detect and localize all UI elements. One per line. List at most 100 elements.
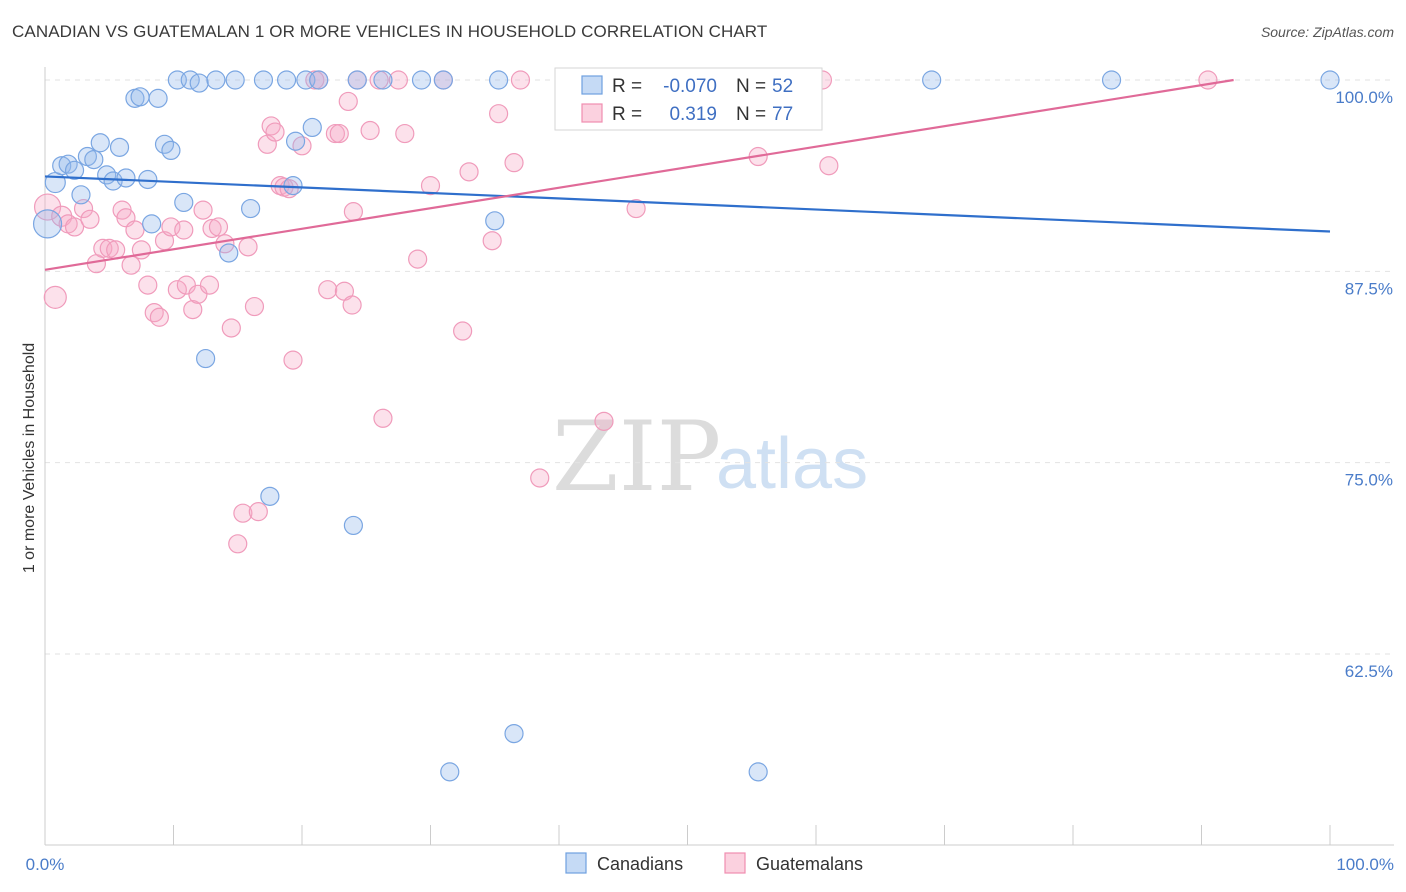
- point-canadian: [283, 176, 303, 196]
- point-guatemalan: [489, 104, 509, 124]
- y-tick-label: 87.5%: [1345, 279, 1393, 298]
- point-guatemalan: [257, 134, 277, 154]
- point-guatemalan: [149, 307, 169, 327]
- point-canadian: [130, 87, 150, 107]
- point-guatemalan: [453, 321, 473, 341]
- point-guatemalan: [208, 217, 229, 237]
- point-canadian: [196, 348, 216, 369]
- point-guatemalan: [99, 238, 119, 258]
- point-canadian: [148, 88, 168, 108]
- axes: [44, 67, 1394, 846]
- point-guatemalan: [125, 220, 145, 240]
- point-canadian: [116, 168, 136, 188]
- bottom-legend-label-guatemalans: Guatemalans: [756, 854, 863, 874]
- point-guatemalan: [106, 240, 126, 260]
- point-canadian: [219, 243, 239, 263]
- trend-line-guatemalans: [44, 78, 1234, 271]
- point-guatemalan: [342, 295, 362, 315]
- point-guatemalan: [395, 123, 415, 144]
- legend-n-value-canadians: 52: [772, 76, 793, 97]
- legend-n-label-guatemalans: N =: [736, 104, 766, 125]
- chart-title: CANADIAN VS GUATEMALAN 1 OR MORE VEHICLE…: [12, 22, 768, 41]
- watermark-zip: ZIP: [552, 401, 721, 513]
- legend-n-label-canadians: N =: [736, 76, 766, 97]
- point-canadian: [489, 70, 509, 90]
- x-tick-label-min: 0.0%: [26, 855, 65, 874]
- point-guatemalan: [265, 122, 285, 142]
- point-guatemalan: [482, 231, 502, 251]
- point-guatemalan: [121, 255, 141, 275]
- series-legend: Canadians Guatemalans: [565, 852, 863, 874]
- point-canadian: [1320, 70, 1340, 90]
- point-canadian: [309, 70, 329, 90]
- point-canadian: [241, 198, 261, 219]
- point-guatemalan: [594, 411, 614, 431]
- point-canadian: [343, 515, 363, 536]
- point-canadian: [276, 70, 297, 90]
- point-canadian: [922, 70, 942, 90]
- point-guatemalan: [388, 70, 408, 90]
- point-canadian: [253, 70, 274, 90]
- point-guatemalan: [64, 217, 85, 237]
- trend-line-canadians: [44, 175, 1331, 233]
- point-canadian: [90, 133, 110, 153]
- series-guatemalans: [33, 70, 1218, 554]
- watermark-atlas: atlas: [716, 424, 868, 504]
- legend-swatch-guatemalans: [581, 103, 603, 123]
- point-canadian: [189, 73, 209, 93]
- legend-n-value-guatemalans: 77: [772, 104, 793, 125]
- point-canadian: [347, 70, 367, 90]
- stats-legend: R = -0.070 N = 52 R = 0.319 N = 77: [554, 67, 823, 131]
- point-guatemalan: [360, 120, 380, 141]
- legend-r-value-guatemalans: 0.319: [669, 104, 717, 125]
- point-guatemalan: [373, 408, 393, 428]
- legend-swatch-canadians: [581, 75, 603, 95]
- point-guatemalan: [221, 318, 241, 338]
- point-guatemalan: [459, 162, 479, 182]
- legend-r-label-canadians: R =: [612, 76, 642, 97]
- y-tick-labels: 100.0% 87.5% 75.0% 62.5%: [1335, 88, 1393, 681]
- point-guatemalan: [167, 280, 187, 300]
- bottom-legend-label-canadians: Canadians: [597, 854, 683, 874]
- point-canadian: [161, 140, 181, 161]
- point-canadian: [71, 185, 91, 205]
- point-canadian: [504, 723, 524, 744]
- bottom-legend-swatch-guatemalans: [724, 852, 746, 874]
- point-canadian: [260, 486, 280, 506]
- chart-source: Source: ZipAtlas.com: [1260, 24, 1394, 40]
- point-canadian: [748, 762, 768, 782]
- point-guatemalan: [420, 176, 441, 196]
- point-guatemalan: [228, 534, 248, 554]
- point-guatemalan: [199, 275, 220, 295]
- point-guatemalan: [238, 237, 258, 257]
- point-guatemalan: [318, 280, 338, 300]
- point-canadian: [52, 156, 72, 176]
- point-canadian: [373, 70, 393, 90]
- point-guatemalan: [819, 156, 839, 176]
- point-guatemalan: [248, 502, 268, 522]
- point-canadian: [433, 70, 453, 90]
- point-guatemalan: [193, 200, 213, 220]
- point-canadian: [302, 117, 322, 138]
- point-canadian: [411, 70, 432, 90]
- y-tick-label: 62.5%: [1345, 662, 1393, 681]
- point-guatemalan: [408, 249, 428, 269]
- point-guatemalan: [329, 123, 349, 144]
- trend-lines: [44, 78, 1331, 271]
- point-guatemalan: [510, 70, 531, 90]
- point-guatemalan: [138, 275, 158, 295]
- point-canadian: [225, 70, 245, 90]
- point-canadian: [109, 137, 130, 157]
- point-guatemalan: [183, 300, 203, 320]
- x-tick-label-max: 100.0%: [1336, 855, 1394, 874]
- grid-lines: [45, 79, 1394, 655]
- point-guatemalan: [244, 296, 265, 317]
- point-guatemalan: [174, 220, 194, 240]
- legend-r-value-canadians: -0.070: [663, 76, 717, 97]
- point-canadian: [1101, 70, 1122, 90]
- point-guatemalan: [202, 218, 222, 239]
- bottom-legend-swatch-canadians: [565, 852, 587, 874]
- y-tick-label: 100.0%: [1335, 88, 1393, 107]
- point-guatemalan: [80, 209, 100, 229]
